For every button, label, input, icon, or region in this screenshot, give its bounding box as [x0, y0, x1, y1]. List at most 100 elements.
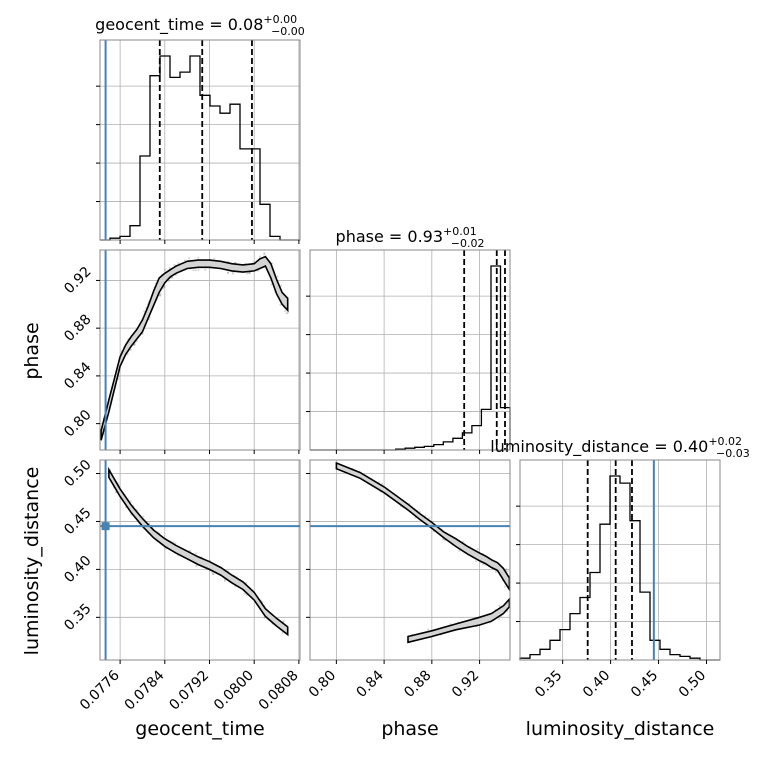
title-equals: = — [384, 227, 408, 246]
contour-luminosity-distance-vs-phase-lower — [407, 597, 511, 644]
sample-point — [183, 259, 186, 262]
sample-point — [498, 618, 500, 621]
xlabel-luminosity-distance: luminosity_distance — [526, 718, 715, 740]
x-tick-label: 0.50 — [676, 668, 709, 701]
sample-point — [458, 549, 461, 552]
sample-point — [129, 500, 132, 503]
sample-point — [148, 522, 151, 525]
title-value: 0.08 — [228, 15, 264, 34]
title-phase: phase = 0.93+0.01 −0.02 — [336, 225, 485, 250]
contour-luminosity-distance-vs-geocent-time — [108, 466, 289, 637]
x-tick-label: 0.40 — [580, 668, 613, 701]
data-layer — [100, 40, 720, 661]
sample-point — [129, 348, 132, 351]
x-tick-label: 0.80 — [306, 668, 339, 701]
sample-point — [263, 253, 265, 256]
sample-point — [281, 631, 284, 634]
y-tick-label: 0.35 — [61, 601, 94, 634]
sample-point — [164, 268, 167, 271]
y-tick-label: 0.88 — [61, 311, 94, 344]
sample-point — [168, 266, 171, 269]
sample-point — [168, 280, 170, 282]
sample-point — [163, 285, 166, 288]
title-geocent-time: geocent_time = 0.08+0.00 −0.00 — [95, 13, 305, 38]
x-tick-label: 0.0800 — [211, 668, 257, 714]
sample-point — [212, 573, 215, 576]
sample-point — [197, 256, 200, 259]
sample-point — [506, 570, 509, 573]
y-tick-label: 0.92 — [61, 264, 94, 297]
sample-point — [231, 272, 234, 275]
title-value: 0.40 — [673, 437, 709, 456]
sample-point — [441, 538, 444, 540]
sample-point — [270, 283, 273, 286]
sample-point — [263, 616, 266, 619]
title-upper: +0.01 — [443, 225, 477, 238]
sample-point — [133, 344, 136, 347]
sample-point — [424, 514, 427, 517]
sample-point — [474, 560, 477, 563]
sample-point — [195, 565, 197, 568]
title-equals: = — [649, 437, 673, 456]
injection-marker — [101, 522, 110, 531]
sample-point — [211, 573, 214, 575]
title-upper: +0.02 — [708, 435, 742, 448]
sample-point — [263, 252, 266, 255]
sample-point — [246, 272, 249, 275]
sample-point — [381, 482, 384, 485]
grid-layer — [100, 40, 720, 660]
sample-point — [505, 568, 508, 571]
histogram-phase — [310, 265, 511, 451]
sample-point — [158, 294, 161, 297]
x-tick-label: 0.0792 — [166, 668, 212, 714]
title-lower: −0.03 — [716, 447, 750, 460]
sample-point — [192, 269, 195, 272]
sample-point — [286, 311, 289, 314]
xlabel-geocent-time: geocent_time — [135, 718, 264, 740]
sample-point — [279, 303, 282, 306]
sample-point — [177, 262, 180, 264]
title-lower: −0.00 — [271, 25, 305, 38]
x-tick-label: 0.92 — [449, 668, 482, 701]
sample-point — [143, 310, 146, 313]
sample-point — [495, 571, 497, 574]
sample-point — [476, 548, 479, 551]
sample-point — [159, 294, 162, 297]
sample-point — [194, 269, 197, 272]
x-tick-label: 0.0808 — [256, 668, 302, 714]
sample-point — [259, 255, 261, 258]
sample-point — [427, 628, 430, 631]
sample-point — [173, 263, 176, 266]
sample-point — [482, 563, 484, 566]
frame-layer — [99, 39, 721, 661]
sample-point — [276, 275, 279, 278]
panel-frame — [99, 39, 301, 241]
sample-point — [159, 293, 162, 296]
title-luminosity-distance: luminosity_distance = 0.40+0.02 −0.03 — [490, 435, 750, 460]
sample-point — [204, 268, 207, 271]
sample-point — [197, 268, 200, 271]
sample-point — [248, 272, 251, 275]
sample-point — [174, 542, 177, 545]
sample-point — [189, 549, 192, 552]
xlabel-phase: phase — [381, 718, 438, 740]
title-lower: −0.02 — [451, 237, 485, 250]
y-tick-label: 0.45 — [61, 505, 94, 538]
title-label: geocent_time — [95, 15, 204, 35]
sample-point — [284, 310, 287, 313]
histogram-geocent_time — [100, 55, 300, 241]
panel-frame — [99, 459, 301, 661]
x-tick-label: 0.45 — [628, 668, 661, 701]
sample-point — [223, 579, 226, 582]
sample-point — [252, 261, 255, 264]
title-equals: = — [204, 15, 228, 34]
title-value: 0.93 — [407, 227, 443, 246]
panel-frame — [519, 459, 721, 661]
sample-point — [280, 284, 283, 287]
contour-luminosity-distance-vs-phase — [335, 461, 511, 593]
sample-point — [226, 271, 229, 274]
sample-point — [126, 353, 129, 356]
sample-point — [172, 540, 175, 543]
